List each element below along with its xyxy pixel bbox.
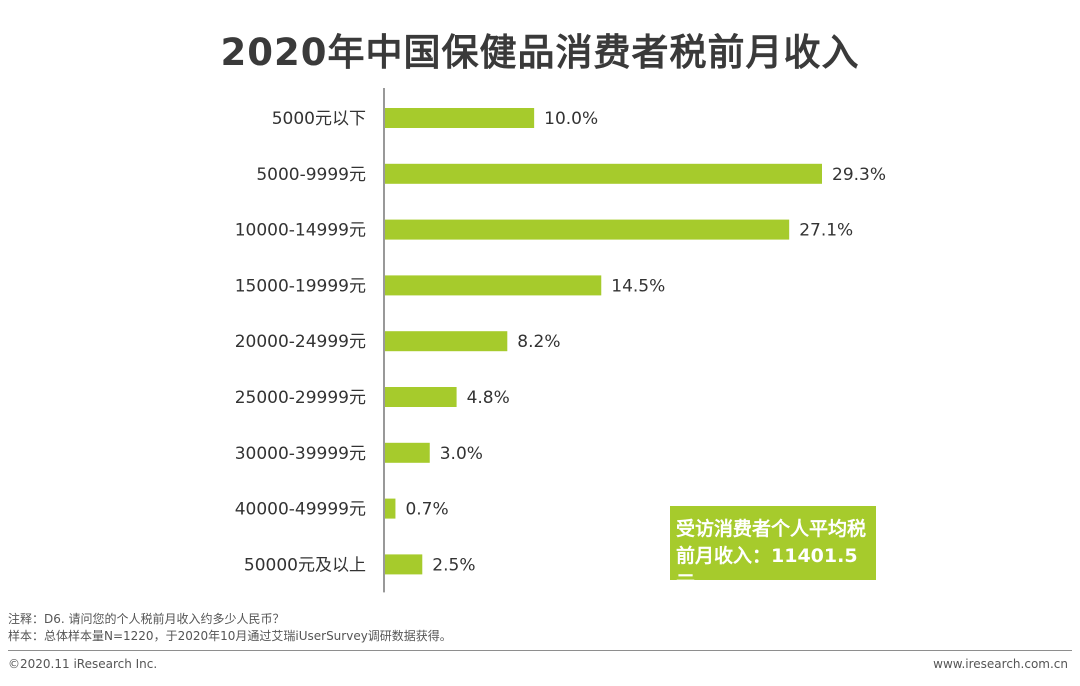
average-income-callout: 受访消费者个人平均税 前月收入：11401.5元: [670, 506, 876, 594]
bar: [385, 554, 423, 575]
bar: [385, 442, 430, 463]
bar: [385, 331, 508, 352]
footer-divider: [8, 650, 1072, 651]
value-label: 29.3%: [832, 165, 886, 185]
sample-text: 样本：总体样本量N=1220，于2020年10月通过艾瑞iUserSurvey调…: [8, 629, 452, 643]
value-label: 14.5%: [611, 276, 665, 296]
footer-url: www.iresearch.com.cn: [933, 657, 1068, 671]
category-label: 30000-39999元: [235, 444, 366, 464]
average-income-line2: 前月收入：11401.5元: [676, 545, 858, 594]
average-income-line1: 受访消费者个人平均税: [676, 518, 867, 540]
category-label: 5000元以下: [272, 109, 366, 129]
value-label: 8.2%: [517, 332, 560, 352]
bar: [385, 219, 790, 240]
value-label: 27.1%: [799, 221, 853, 241]
value-label: 4.8%: [467, 388, 510, 408]
chart-notes: 注释：D6. 请问您的个人税前月收入约多少人民币？ 样本：总体样本量N=1220…: [8, 611, 452, 645]
category-label: 15000-19999元: [235, 276, 366, 296]
category-label: 40000-49999元: [235, 500, 366, 520]
bar: [385, 498, 396, 519]
bar: [385, 275, 602, 296]
category-label: 10000-14999元: [235, 221, 366, 241]
value-label: 10.0%: [544, 109, 598, 129]
footer-copyright: ©2020.11 iResearch Inc.: [8, 657, 158, 671]
note-text: 注释：D6. 请问您的个人税前月收入约多少人民币？: [8, 612, 285, 626]
category-label: 50000元及以上: [244, 555, 366, 575]
category-label: 5000-9999元: [256, 165, 366, 185]
value-label: 0.7%: [405, 500, 448, 520]
bar: [385, 387, 457, 407]
bar: [385, 163, 822, 184]
bar-chart: 5000元以下 10.0% 5000-9999元 29.3% 10000-14999元 2…: [235, 88, 886, 593]
category-label: 25000-29999元: [235, 388, 366, 408]
value-label: 2.5%: [432, 555, 475, 575]
category-label: 20000-24999元: [235, 332, 366, 352]
chart-title: 2020年中国保健品消费者税前月收入: [220, 31, 860, 74]
bar: [385, 108, 535, 128]
value-label: 3.0%: [440, 444, 483, 464]
